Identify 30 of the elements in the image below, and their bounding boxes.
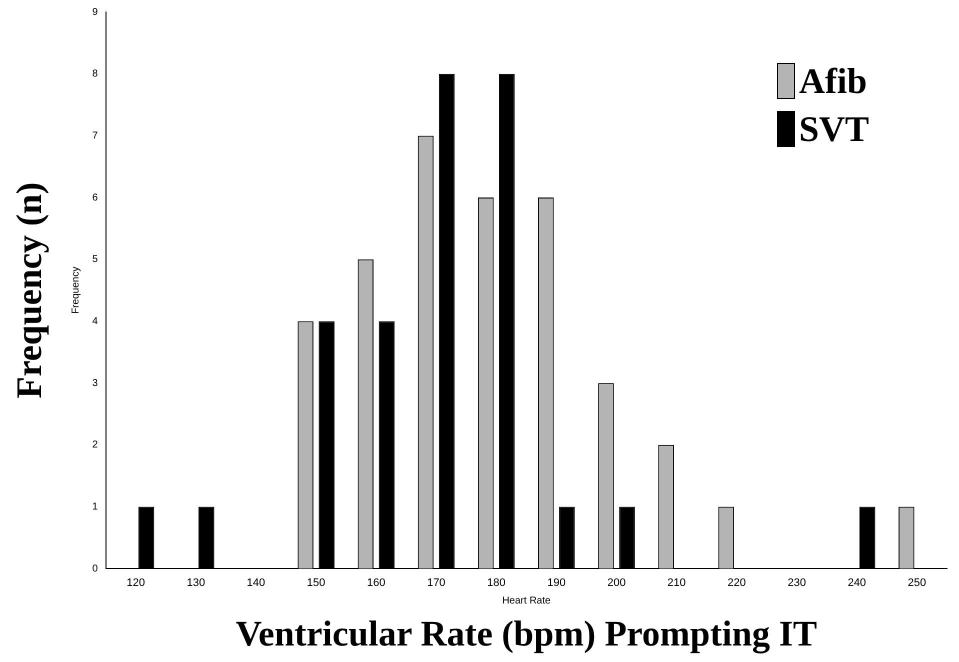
y-tick-label: 6 xyxy=(92,192,98,204)
x-tick-label: 160 xyxy=(366,577,386,590)
x-tick-label: 190 xyxy=(547,577,566,590)
legend-label: SVT xyxy=(798,108,869,150)
y-tick-label: 7 xyxy=(92,130,98,142)
legend-label: Afib xyxy=(798,60,867,102)
x-tick-label: 180 xyxy=(487,577,506,590)
y-axis-title: Frequency (n) xyxy=(8,182,49,398)
x-tick-label: 220 xyxy=(728,577,746,590)
x-tick-label: 150 xyxy=(306,577,326,590)
x-tick-label: 240 xyxy=(848,577,866,590)
text: Frequency xyxy=(70,266,82,314)
x-tick-label: 210 xyxy=(667,577,686,590)
y-tick-label: 9 xyxy=(92,6,98,18)
x-tick-label: 230 xyxy=(788,577,806,590)
x-tick-label: 250 xyxy=(908,577,926,590)
x-tick-label: 140 xyxy=(246,577,266,590)
y-tick-label: 3 xyxy=(92,378,98,389)
y-tick-label: 2 xyxy=(92,440,98,451)
y-tick-label: 8 xyxy=(92,68,98,80)
y-tick-label: 5 xyxy=(92,254,98,266)
x-tick-label: 200 xyxy=(607,577,626,590)
text: Heart Rate xyxy=(502,595,551,606)
x-tick-label: 130 xyxy=(186,577,206,590)
x-axis-title: Ventricular Rate (bpm) Prompting IT xyxy=(236,614,818,654)
x-tick-label: 170 xyxy=(427,577,446,590)
y-tick-label: 4 xyxy=(92,316,98,327)
y-tick-label: 1 xyxy=(92,502,98,513)
x-tick-label: 120 xyxy=(126,577,145,590)
y-tick-label: 0 xyxy=(92,563,98,574)
